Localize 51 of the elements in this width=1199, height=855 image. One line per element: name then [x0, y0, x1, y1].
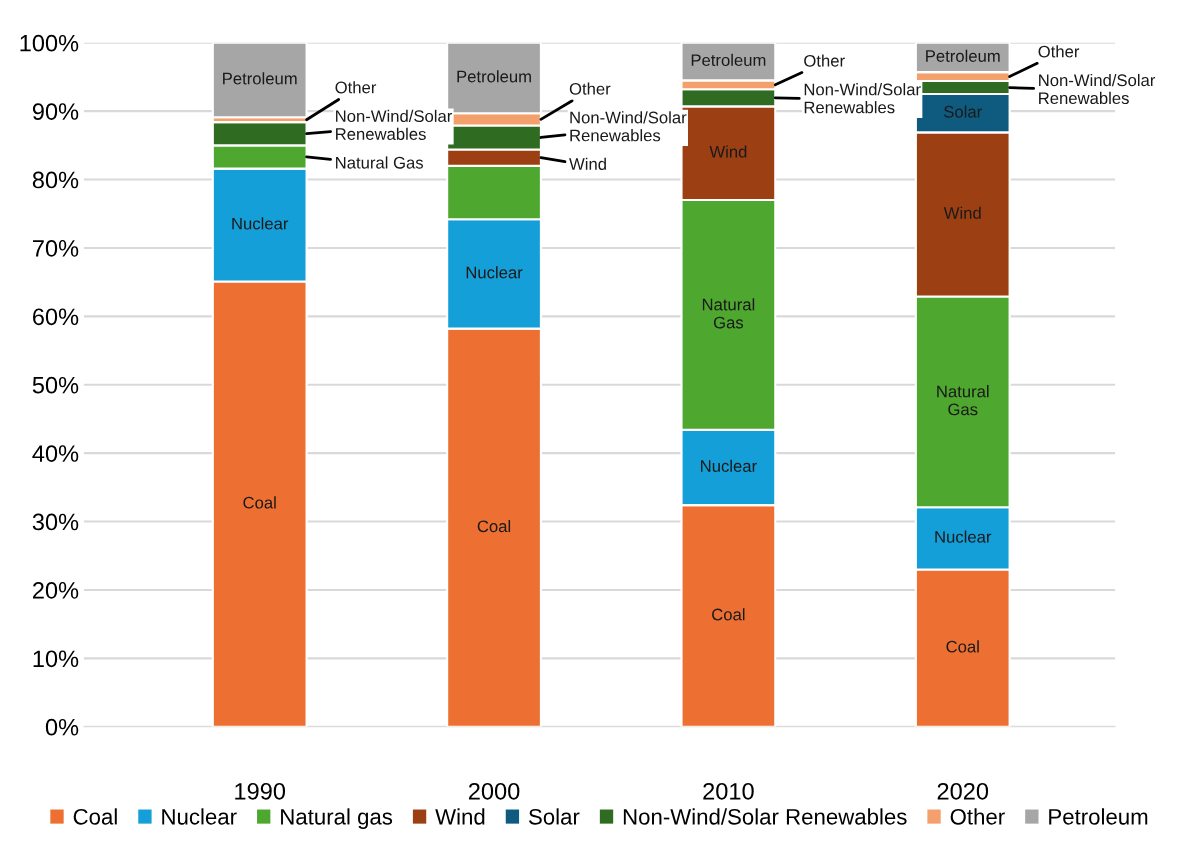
- data-label: Petroleum: [223, 72, 297, 85]
- data-label: Coal: [243, 496, 276, 509]
- legend-label: Other: [950, 808, 1005, 825]
- x-tick-label: 2000: [468, 782, 520, 800]
- data-label: Wind: [569, 157, 606, 170]
- y-tick-label: 40%: [32, 445, 79, 462]
- y-tick-label: 50%: [32, 376, 79, 394]
- data-label: Other: [335, 81, 377, 94]
- x-tick-label: 2020: [937, 782, 989, 800]
- x-tick-label: 2010: [703, 782, 754, 800]
- y-tick-label: 80%: [32, 171, 79, 189]
- y-tick-label: 70%: [33, 240, 79, 257]
- data-label: Natural Gas: [702, 298, 755, 329]
- data-label: Other: [804, 54, 845, 67]
- data-label: Other: [1038, 45, 1080, 58]
- data-label: Petroleum: [457, 70, 531, 83]
- data-label: Non-Wind/Solar Renewables: [570, 111, 687, 142]
- y-tick-label: 0%: [45, 718, 79, 736]
- data-label: Natural Gas: [336, 156, 424, 169]
- legend-label: Non-Wind/Solar Renewables: [623, 808, 907, 825]
- data-label: Wind: [709, 145, 747, 158]
- data-label: Nuclear: [935, 530, 992, 543]
- y-tick-label: 100%: [20, 34, 79, 52]
- data-label: Non-Wind/Solar Renewables: [336, 109, 453, 140]
- data-label: Coal: [946, 640, 979, 653]
- data-label: Petroleum: [926, 49, 1000, 62]
- y-tick-label: 10%: [33, 650, 79, 668]
- bar: [211, 42, 308, 119]
- legend-label: Solar: [528, 808, 580, 825]
- x-tick-label: 1990: [235, 782, 286, 800]
- y-tick-label: 20%: [33, 582, 79, 599]
- data-label: Non-Wind/Solar Renewables: [1039, 73, 1156, 105]
- legend-label: Petroleum: [1049, 808, 1148, 825]
- data-label: Nuclear: [466, 266, 523, 279]
- legend-label: Nuclear: [162, 808, 237, 825]
- data-label: Coal: [477, 519, 511, 533]
- data-label: Solar: [944, 105, 982, 118]
- legend-label: Wind: [435, 808, 485, 825]
- data-label: Natural Gas: [937, 385, 989, 416]
- y-tick-label: 90%: [32, 103, 79, 120]
- data-label: Wind: [943, 206, 981, 219]
- data-label: Non-Wind/Solar Renewables: [804, 83, 921, 114]
- legend-label: Coal: [73, 808, 117, 825]
- data-label: Petroleum: [691, 53, 766, 67]
- data-label: Nuclear: [701, 459, 757, 472]
- data-label: Other: [569, 82, 611, 95]
- legend-label: Natural gas: [281, 808, 393, 830]
- data-label: Coal: [712, 608, 745, 621]
- data-label: Nuclear: [232, 217, 289, 230]
- y-tick-label: 30%: [32, 513, 79, 531]
- y-tick-label: 60%: [33, 308, 79, 326]
